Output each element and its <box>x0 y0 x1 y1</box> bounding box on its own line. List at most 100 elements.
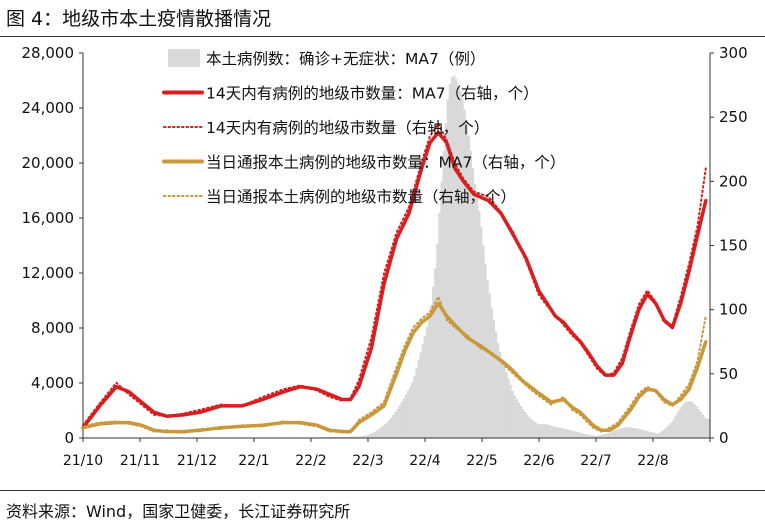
case-bar <box>590 435 594 438</box>
x-tick-label: 22/7 <box>580 453 611 469</box>
left-tick-label: 8,000 <box>31 319 74 337</box>
case-bar <box>582 433 585 438</box>
case-bar <box>377 429 381 438</box>
case-bar <box>450 77 454 438</box>
case-bar <box>419 352 422 438</box>
ma7-series-line <box>81 301 708 434</box>
case-bar <box>586 434 590 438</box>
case-bar <box>647 431 650 438</box>
case-bar <box>467 135 470 438</box>
case-bar <box>542 424 546 438</box>
case-bar <box>697 409 700 439</box>
case-bar <box>555 427 558 438</box>
case-bar <box>680 406 684 439</box>
case-bar <box>348 436 351 438</box>
left-tick-label: 4,000 <box>31 374 74 392</box>
case-bar <box>478 211 481 439</box>
case-bar <box>455 78 458 438</box>
case-bar <box>432 286 435 438</box>
case-bar <box>551 425 554 438</box>
case-bar <box>691 401 694 438</box>
x-tick-label: 22/5 <box>466 453 497 469</box>
case-bar <box>655 433 659 438</box>
case-bar <box>703 417 707 439</box>
case-bar <box>352 436 355 438</box>
case-bar <box>563 428 567 438</box>
case-bar <box>457 83 460 438</box>
case-bar <box>634 428 638 438</box>
case-bar <box>532 420 535 438</box>
x-tick-label: 22/6 <box>523 453 555 469</box>
case-bar <box>653 433 656 438</box>
case-bar <box>657 433 661 438</box>
case-bar <box>707 418 711 438</box>
chart: 0 4,000 8,000 12,000 16,000 20,000 24,000 28,00… <box>22 44 748 469</box>
case-bar <box>553 426 556 438</box>
case-bar <box>519 406 523 438</box>
case-bar <box>394 411 397 439</box>
case-bar <box>465 121 468 438</box>
case-bar <box>523 411 527 439</box>
case-bar <box>402 398 406 438</box>
case-bar <box>480 227 483 438</box>
right-tick-label: 150 <box>719 237 748 255</box>
legend-label: 本土病例数：确诊+无症状：MA7（例） <box>206 50 485 68</box>
case-bar <box>601 434 604 438</box>
left-tick-label: 16,000 <box>22 209 75 227</box>
case-bar <box>549 425 552 438</box>
case-bar <box>452 75 456 438</box>
case-bar <box>386 422 389 438</box>
case-bar <box>475 197 479 439</box>
case-bar <box>411 382 414 438</box>
case-bar <box>613 430 617 438</box>
case-bar <box>615 429 619 438</box>
case-bar <box>557 427 560 438</box>
case-bar <box>415 368 418 438</box>
case-bar <box>536 423 539 438</box>
left-tick-label: 12,000 <box>22 264 75 282</box>
case-bar <box>588 434 592 438</box>
case-bar <box>517 402 521 438</box>
x-tick-label: 22/4 <box>409 453 441 469</box>
case-bar <box>365 435 368 438</box>
case-bar <box>578 432 581 438</box>
case-bar <box>538 424 542 438</box>
case-bar <box>358 436 362 438</box>
case-bar <box>645 430 648 438</box>
case-bar <box>618 428 621 438</box>
case-bar <box>668 424 671 438</box>
case-bar <box>459 90 462 438</box>
case-bar <box>356 436 360 438</box>
case-bar <box>592 435 596 438</box>
case-bar <box>469 150 473 438</box>
case-bar <box>490 307 493 439</box>
case-bar <box>678 409 682 439</box>
case-bar <box>383 424 387 438</box>
case-bar <box>666 426 669 438</box>
case-bar <box>503 365 506 438</box>
case-bar <box>505 372 508 438</box>
case-bar <box>429 305 433 438</box>
case-bar <box>687 401 690 438</box>
case-bar <box>360 436 364 438</box>
case-bar <box>526 414 529 439</box>
case-bar <box>609 431 613 438</box>
dotted-series-line <box>82 294 707 435</box>
case-bar <box>672 419 675 438</box>
case-bar <box>701 414 705 439</box>
case-bar <box>569 430 573 438</box>
right-tick-label: 300 <box>719 44 748 62</box>
case-bar <box>388 420 391 439</box>
case-bar <box>354 436 358 438</box>
case-bar <box>511 390 514 438</box>
case-bar <box>400 401 404 438</box>
case-bar <box>409 386 412 438</box>
right-tick-label: 50 <box>719 365 738 383</box>
case-bar <box>513 395 516 438</box>
x-tick-label: 22/1 <box>238 453 269 469</box>
case-bar <box>471 168 475 438</box>
case-bar <box>509 384 512 438</box>
case-bar <box>473 183 477 439</box>
case-bar <box>434 268 437 438</box>
